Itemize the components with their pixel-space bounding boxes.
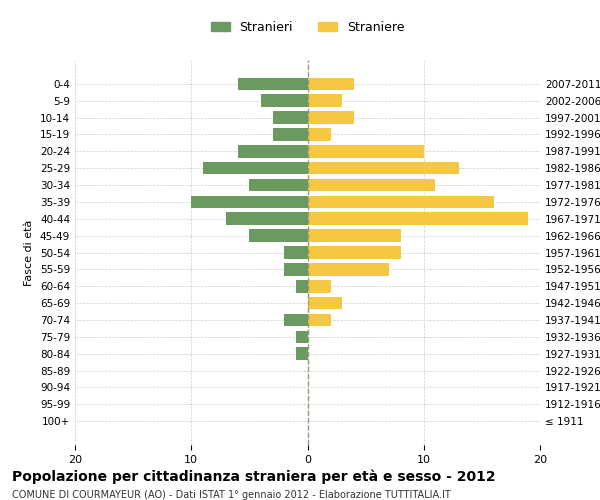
Bar [296, 348, 308, 360]
Bar [308, 145, 424, 158]
Bar [296, 330, 308, 343]
Y-axis label: Fasce di età: Fasce di età [25, 220, 34, 286]
Bar [308, 280, 331, 292]
Bar [308, 263, 389, 276]
Bar [308, 297, 343, 310]
Bar [308, 162, 458, 174]
Bar [308, 230, 401, 242]
Bar [308, 314, 331, 326]
Bar [238, 78, 308, 90]
Bar [308, 196, 493, 208]
Bar [238, 145, 308, 158]
Text: Popolazione per cittadinanza straniera per età e sesso - 2012: Popolazione per cittadinanza straniera p… [12, 470, 496, 484]
Text: COMUNE DI COURMAYEUR (AO) - Dati ISTAT 1° gennaio 2012 - Elaborazione TUTTITALIA: COMUNE DI COURMAYEUR (AO) - Dati ISTAT 1… [12, 490, 451, 500]
Bar [226, 212, 308, 225]
Bar [308, 94, 343, 107]
Bar [272, 128, 308, 141]
Bar [272, 111, 308, 124]
Bar [250, 178, 308, 192]
Bar [191, 196, 308, 208]
Bar [308, 246, 401, 259]
Bar [284, 314, 308, 326]
Bar [308, 78, 354, 90]
Bar [308, 178, 436, 192]
Bar [250, 230, 308, 242]
Bar [284, 246, 308, 259]
Bar [308, 111, 354, 124]
Bar [284, 263, 308, 276]
Bar [203, 162, 308, 174]
Bar [308, 128, 331, 141]
Bar [261, 94, 308, 107]
Legend: Stranieri, Straniere: Stranieri, Straniere [206, 16, 409, 39]
Bar [308, 212, 529, 225]
Bar [296, 280, 308, 292]
